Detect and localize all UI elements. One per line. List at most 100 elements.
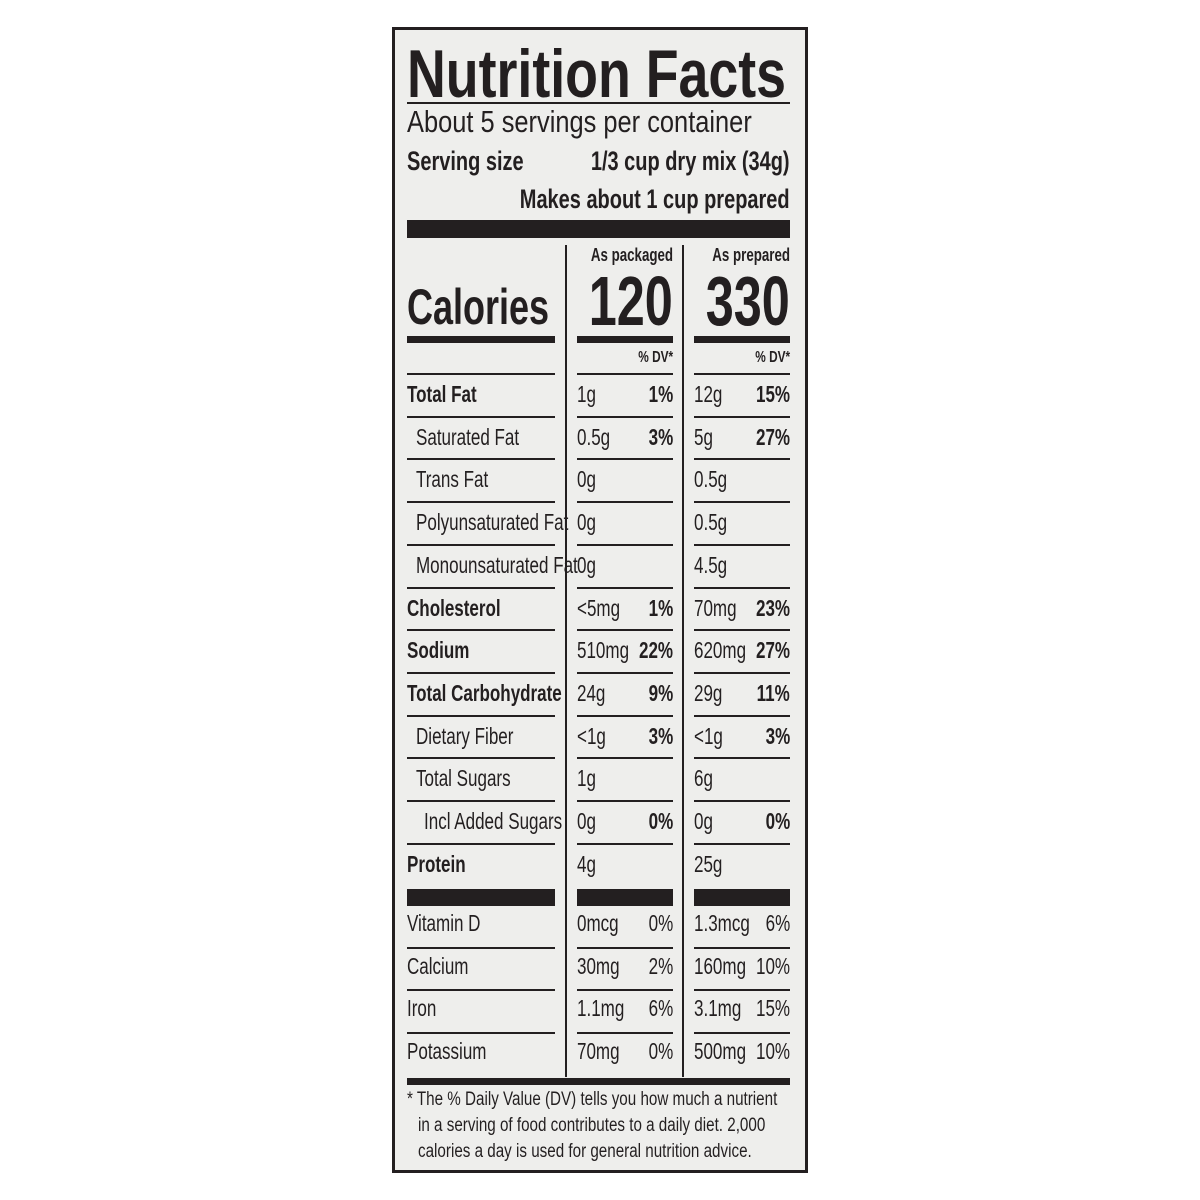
vitamin-label: Iron (407, 995, 437, 1021)
servings-per-container: About 5 servings per container (407, 104, 752, 139)
row-divider (577, 373, 673, 375)
row-divider (577, 501, 673, 503)
row-divider (577, 947, 673, 949)
row-divider (577, 416, 673, 418)
nutrient-label: Protein (407, 851, 466, 877)
dv-prepared: 27% (755, 424, 790, 450)
amount-packaged: 1g (577, 765, 596, 791)
dv-prepared: 0% (765, 808, 790, 834)
dv-prepared: 11% (756, 680, 790, 706)
dv-prepared: 23% (755, 595, 790, 621)
amount-packaged: <5mg (577, 595, 621, 621)
amount-prepared: 1.3mcg (694, 910, 750, 936)
nutrition-facts-panel (392, 27, 808, 1173)
calories-prepared: 330 (705, 262, 790, 340)
amount-packaged: 70mg (577, 1038, 620, 1064)
amount-prepared: 12g (694, 381, 723, 407)
nutrient-label: Polyunsaturated Fat (416, 509, 569, 535)
row-divider (577, 544, 673, 546)
row-divider (694, 1032, 790, 1034)
row-divider (694, 715, 790, 717)
row-divider (577, 989, 673, 991)
makes-prepared: Makes about 1 cup prepared (520, 184, 790, 214)
amount-prepared: 70mg (694, 595, 737, 621)
column-header-packaged: As packaged (590, 245, 673, 265)
nutrient-label: Trans Fat (416, 466, 489, 492)
dv-packaged: 22% (638, 637, 673, 663)
row-divider (694, 947, 790, 949)
amount-packaged: 0g (577, 466, 596, 492)
amount-prepared: 5g (694, 424, 713, 450)
amount-packaged: 24g (577, 680, 606, 706)
calories-bar (407, 336, 555, 343)
amount-packaged: 4g (577, 851, 596, 877)
amount-packaged: 1.1mg (577, 995, 625, 1021)
vitamin-label: Vitamin D (407, 910, 481, 936)
row-divider (694, 672, 790, 674)
dv-prepared: 6% (765, 910, 790, 936)
amount-prepared: 0.5g (694, 509, 728, 535)
row-divider (694, 587, 790, 589)
serving-size-value: 1/3 cup dry mix (34g) (591, 146, 790, 176)
row-divider (577, 672, 673, 674)
dv-header-packaged: % DV* (638, 349, 673, 366)
amount-prepared: 500mg (694, 1038, 747, 1064)
nutrient-label: Total Carbohydrate (407, 680, 562, 706)
thick-divider (407, 220, 790, 238)
thick-divider (577, 889, 673, 906)
column-header-prepared: As prepared (712, 245, 790, 265)
amount-prepared: 6g (694, 765, 713, 791)
calories-bar (694, 336, 790, 343)
vitamin-label: Potassium (407, 1038, 487, 1064)
column-divider (682, 245, 684, 1077)
row-divider (694, 501, 790, 503)
row-divider (407, 843, 555, 845)
dv-packaged: 0% (648, 1038, 673, 1064)
nutrient-label: Saturated Fat (416, 424, 520, 450)
thick-divider (694, 889, 790, 906)
amount-prepared: 620mg (694, 637, 747, 663)
row-divider (577, 458, 673, 460)
nutrient-label: Dietary Fiber (416, 723, 514, 749)
row-divider (407, 587, 555, 589)
nutrient-label: Total Fat (407, 381, 477, 407)
dv-packaged: 0% (648, 910, 673, 936)
row-divider (694, 989, 790, 991)
row-divider (407, 544, 555, 546)
column-divider (565, 245, 567, 1077)
amount-packaged: 0g (577, 808, 596, 834)
row-divider (407, 800, 555, 802)
row-divider (577, 587, 673, 589)
dv-packaged: 6% (648, 995, 673, 1021)
row-divider (407, 757, 555, 759)
row-divider (577, 1032, 673, 1034)
dv-prepared: 3% (765, 723, 790, 749)
row-divider (407, 947, 555, 949)
nutrient-label: Sodium (407, 637, 470, 663)
footnote-line: calories a day is used for general nutri… (418, 1141, 752, 1162)
row-divider (577, 629, 673, 631)
amount-packaged: 0mcg (577, 910, 619, 936)
calories-label: Calories (407, 279, 550, 335)
dv-header-prepared: % DV* (755, 349, 790, 366)
calories-bar (577, 336, 673, 343)
dv-packaged: 9% (648, 680, 673, 706)
nutrient-label: Monounsaturated Fat (416, 552, 578, 578)
amount-prepared: <1g (694, 723, 723, 749)
dv-packaged: 3% (648, 424, 673, 450)
footnote-line: * The % Daily Value (DV) tells you how m… (407, 1089, 778, 1110)
row-divider (694, 757, 790, 759)
amount-packaged: 510mg (577, 637, 630, 663)
amount-prepared: 3.1mg (694, 995, 742, 1021)
dv-packaged: 2% (648, 953, 673, 979)
dv-prepared: 15% (755, 995, 790, 1021)
nutrient-label: Total Sugars (416, 765, 511, 791)
dv-packaged: 1% (648, 595, 673, 621)
vitamin-label: Calcium (407, 953, 469, 979)
dv-packaged: 0% (648, 808, 673, 834)
footnote-line: in a serving of food contributes to a da… (418, 1115, 766, 1136)
row-divider (577, 757, 673, 759)
divider (407, 102, 790, 104)
nutrient-label: Cholesterol (407, 595, 501, 621)
dv-prepared: 27% (755, 637, 790, 663)
